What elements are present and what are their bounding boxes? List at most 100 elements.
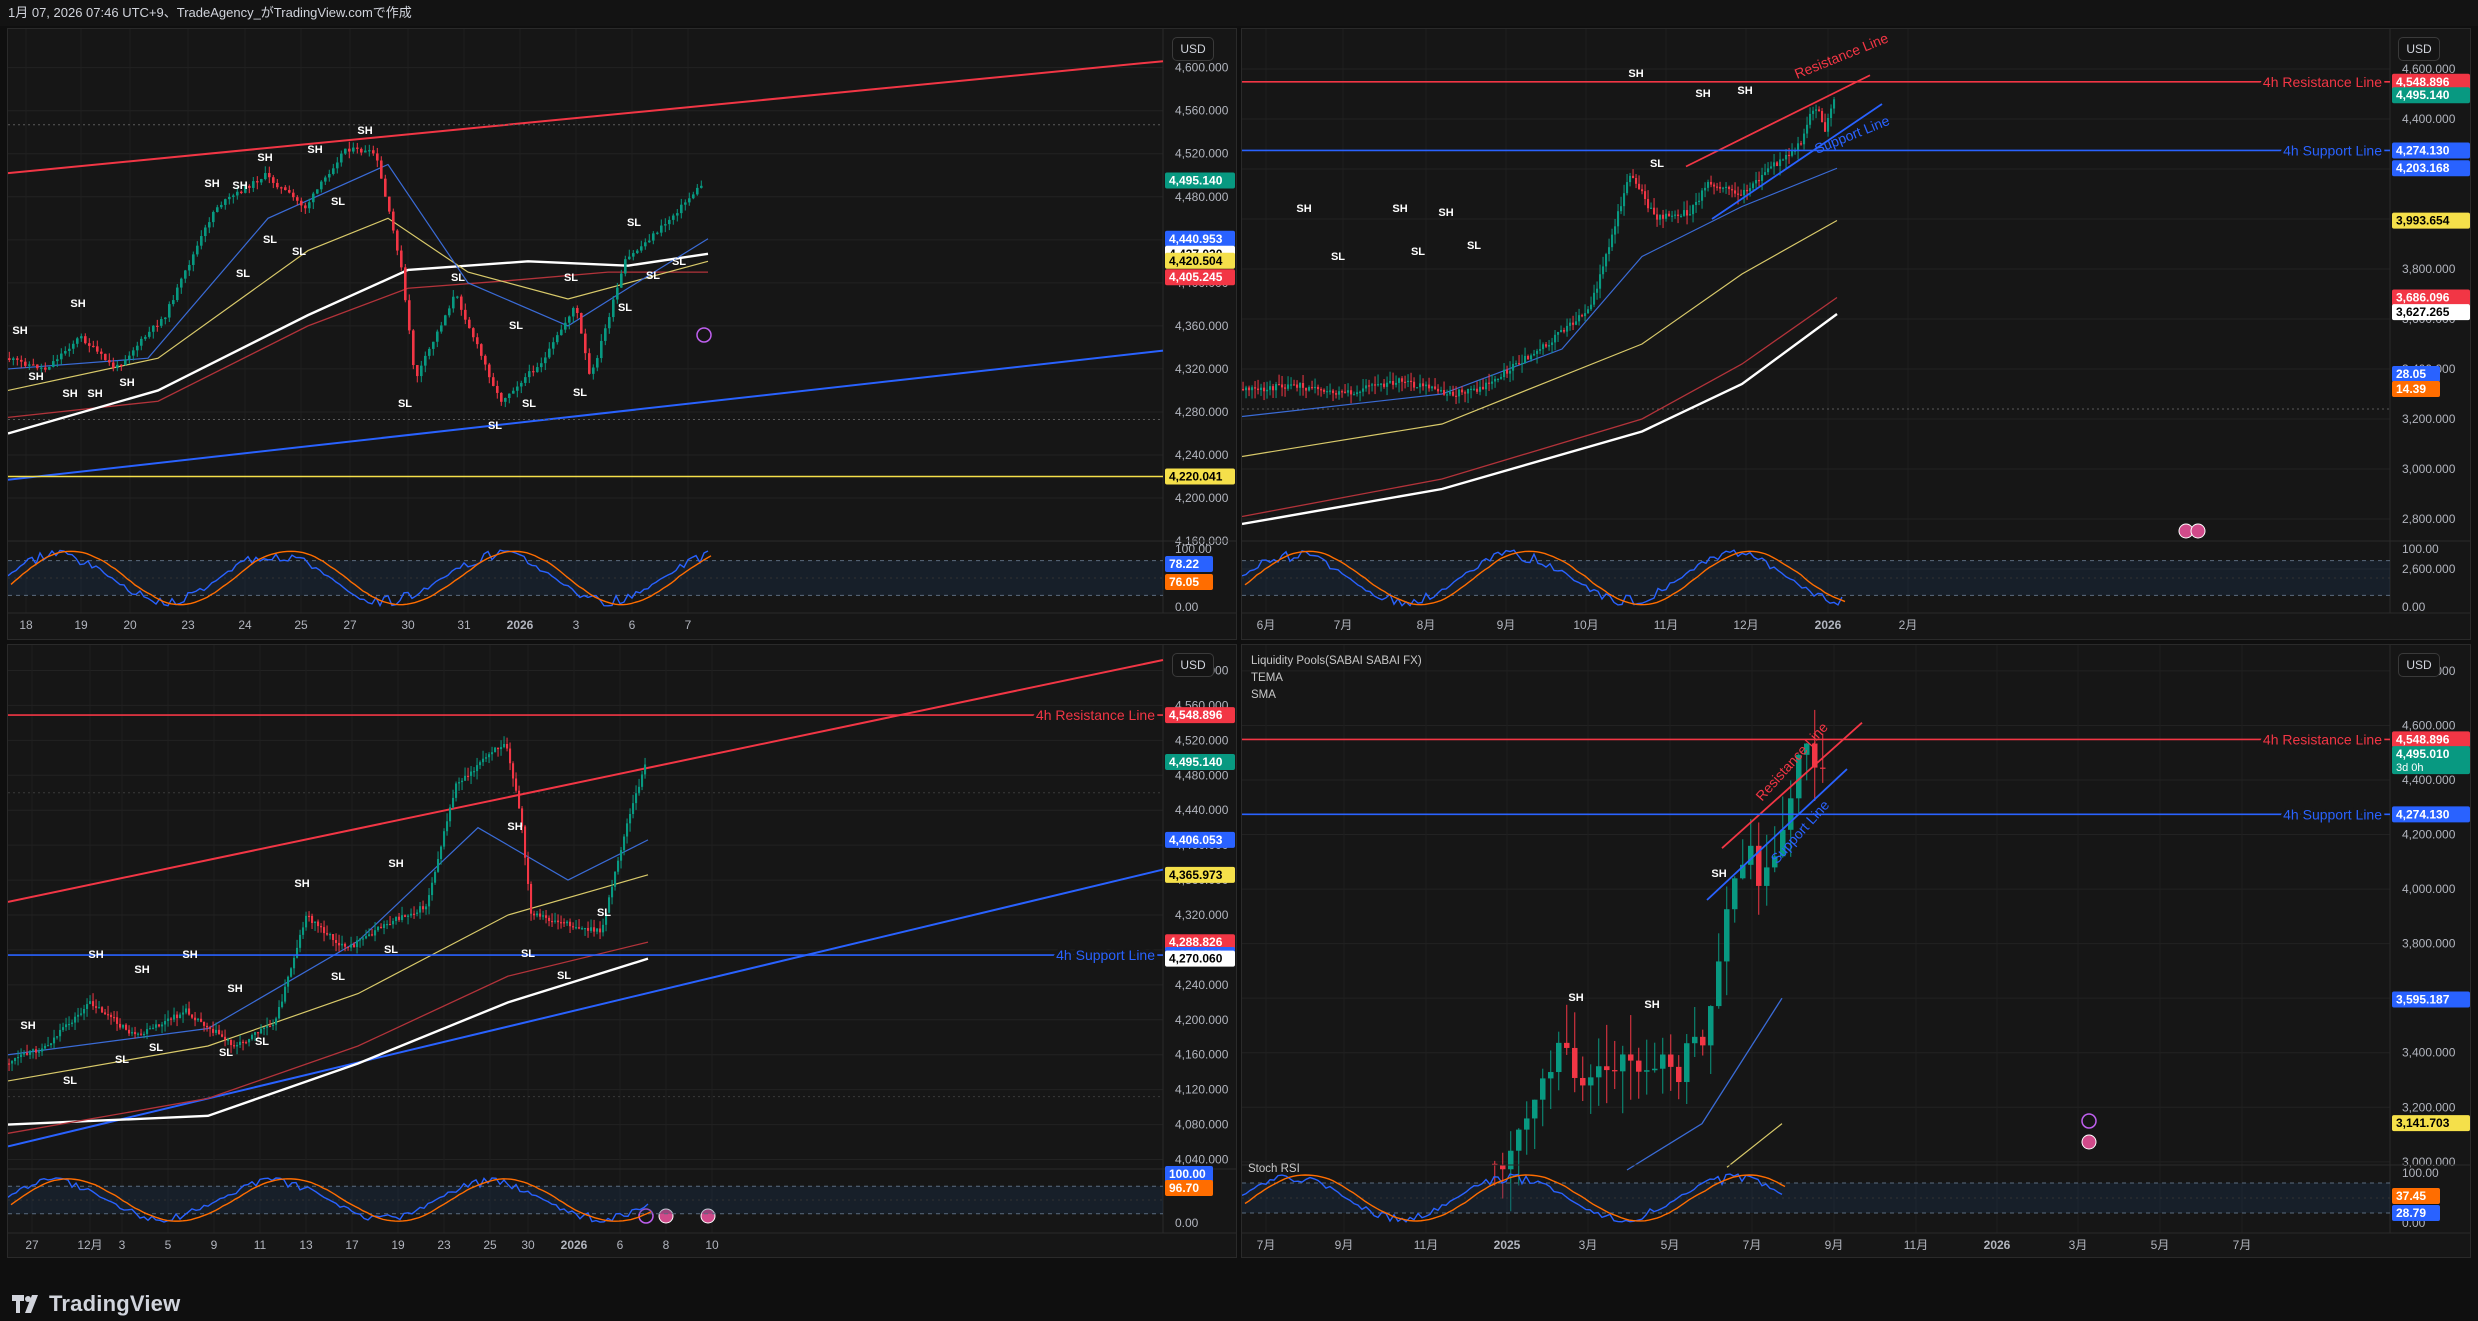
candle-body <box>316 189 319 194</box>
candle-body <box>335 940 338 943</box>
candle-body <box>340 153 343 163</box>
candle-body <box>233 1045 236 1047</box>
candle-body <box>113 1017 116 1019</box>
time-tick-label: 6 <box>629 618 636 632</box>
ema-white <box>8 957 649 1126</box>
chart-panel-bottom-right[interactable]: 4,800.0004,600.0004,400.0004,200.0004,00… <box>1241 644 2471 1258</box>
candle-body <box>197 1018 200 1021</box>
chart-canvas[interactable]: 4,600.0004,560.0004,520.0004,480.0004,44… <box>8 29 1237 640</box>
candle-body <box>1788 154 1791 157</box>
legend-item-tema[interactable]: TEMA <box>1251 672 1283 684</box>
candle-body <box>348 148 351 152</box>
candle-body <box>1636 1060 1642 1072</box>
candle-body <box>452 797 455 808</box>
candle-body <box>384 178 387 197</box>
candle-body <box>496 385 499 393</box>
candle-body <box>616 287 619 300</box>
price-badge <box>2392 212 2470 229</box>
candle-body <box>518 790 521 809</box>
price-badge-label: 3,627.265 <box>2396 305 2450 319</box>
time-tick-label: 7月 <box>1743 1238 1762 1252</box>
level-line-label: 4h Resistance Line <box>2263 731 2382 747</box>
candle-body <box>578 927 581 929</box>
candle-body <box>216 207 219 212</box>
brand-name: TradingView <box>49 1291 181 1316</box>
chart-panel-bottom-left[interactable]: 4,600.0004,560.0004,520.0004,480.0004,44… <box>7 644 1237 1258</box>
candle-body <box>1641 189 1644 192</box>
candle-body <box>419 906 422 913</box>
candle-body <box>1698 200 1701 202</box>
candle-body <box>1611 234 1614 248</box>
candle-body <box>1335 393 1338 395</box>
candle-body <box>104 353 107 361</box>
time-tick-label: 18 <box>19 618 33 632</box>
legend-item-liquidity-pools[interactable]: Liquidity Pools(SABAI SABAI FX) <box>1251 655 1422 667</box>
candle-body <box>1764 867 1770 886</box>
swing-high-label: SH <box>1568 992 1583 1004</box>
level-line-label: 4h Support Line <box>1056 947 1155 963</box>
candle-body <box>1578 315 1581 322</box>
price-badge <box>1165 252 1235 269</box>
currency-button[interactable]: USD <box>2398 37 2440 61</box>
legend-item-sma[interactable]: SMA <box>1251 689 1276 701</box>
candle-body <box>41 1048 44 1052</box>
chart-canvas[interactable]: 4,600.0004,560.0004,520.0004,480.0004,44… <box>8 645 1237 1258</box>
chart-canvas[interactable]: 4,800.0004,600.0004,400.0004,200.0004,00… <box>1242 645 2471 1258</box>
candle-body <box>623 836 626 851</box>
candle-body <box>1275 384 1278 391</box>
candle-body <box>116 1017 119 1024</box>
candle-body <box>629 813 632 824</box>
candle-body <box>293 957 296 969</box>
candle-body <box>1476 388 1479 392</box>
candle-body <box>569 921 572 927</box>
price-badge-label: 4,406.053 <box>1169 833 1223 847</box>
candle-body <box>524 377 527 383</box>
price-badge-label: 4,270.060 <box>1169 952 1223 966</box>
price-tick-label: 4,200.000 <box>1175 1013 1229 1027</box>
chart-panel-top-left[interactable]: 4,600.000 4,560.000 4,520.000 4,480.000 4,44… <box>7 28 1237 640</box>
candle-body <box>544 357 547 364</box>
candle-body <box>72 343 75 349</box>
chart-panel-top-right[interactable]: 4,600.0004,400.0004,200.0004,000.0003,80… <box>1241 28 2471 640</box>
tradingview-logo[interactable]: TradingView <box>12 1291 180 1317</box>
chart-canvas[interactable]: 4,600.0004,400.0004,200.0004,000.0003,80… <box>1242 29 2471 640</box>
candle-body <box>590 927 593 931</box>
candle-body <box>182 1012 185 1015</box>
currency-button[interactable]: USD <box>2398 653 2440 677</box>
candle-body <box>1692 205 1695 215</box>
time-tick-label: 9月 <box>1335 1238 1354 1252</box>
candle-body <box>44 1045 47 1049</box>
currency-button[interactable]: USD <box>1172 37 1214 61</box>
candle-body <box>77 1014 80 1017</box>
candle-body <box>587 927 590 931</box>
candle-body <box>1785 154 1788 160</box>
candle-body <box>1503 369 1506 378</box>
time-tick-label: 10 <box>705 1238 719 1252</box>
candle-body <box>1725 186 1728 189</box>
indicator-legend[interactable]: Liquidity Pools(SABAI SABAI FX) TEMA SMA <box>1251 653 1422 704</box>
time-tick-label: 11月 <box>1904 1238 1928 1252</box>
candle-body <box>422 906 425 910</box>
candle-body <box>380 160 383 179</box>
candle-body <box>1731 189 1734 191</box>
candle-body <box>1533 353 1536 356</box>
candle-body <box>248 1039 251 1043</box>
candle-body <box>497 747 500 750</box>
candle-body <box>1761 174 1764 181</box>
candle-body <box>1772 856 1778 868</box>
currency-button[interactable]: USD <box>1172 653 1214 677</box>
candle-body <box>352 147 355 152</box>
candle-body <box>1278 384 1281 386</box>
candle-body <box>377 926 380 931</box>
candle-body <box>648 240 651 243</box>
candle-body <box>203 1021 206 1026</box>
candle-body <box>476 337 479 345</box>
candle-body <box>1684 1043 1690 1083</box>
swing-high-label: SH <box>227 983 242 995</box>
price-series <box>8 60 1164 481</box>
price-tick-label: 4,320.000 <box>1175 908 1229 922</box>
candle-body <box>611 886 614 898</box>
osc-badge <box>2392 381 2440 397</box>
